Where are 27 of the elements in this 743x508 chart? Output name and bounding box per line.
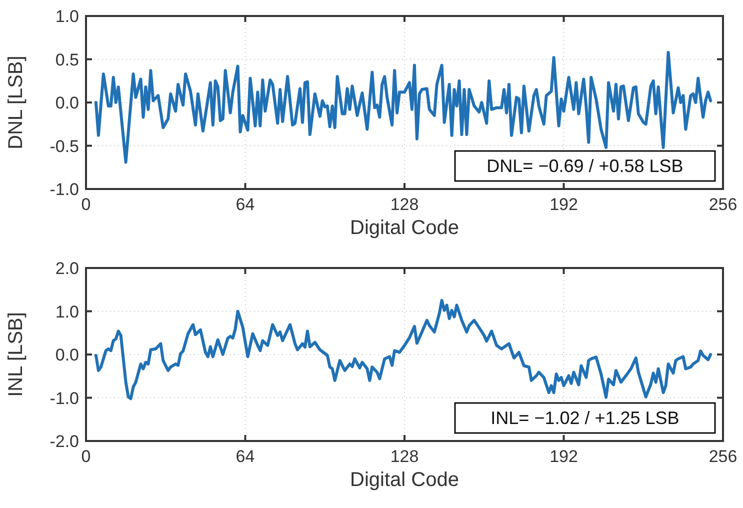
y-axis-title: INL [LSB] <box>5 312 27 397</box>
y-tick-label: 1.0 <box>55 302 79 322</box>
x-tick-label: 0 <box>81 195 91 214</box>
y-tick-label: 0.0 <box>55 94 79 112</box>
y-tick-label: -2.0 <box>50 432 79 451</box>
y-tick-label: -1.0 <box>50 388 79 408</box>
x-tick-label: 64 <box>236 447 255 466</box>
y-tick-label: 1.0 <box>55 7 79 26</box>
x-axis-title: Digital Code <box>350 217 459 239</box>
x-tick-label: 64 <box>236 195 255 214</box>
x-tick-label: 192 <box>550 195 578 214</box>
y-tick-label: -1.0 <box>50 180 79 199</box>
y-tick-label: 2.0 <box>55 259 79 278</box>
annotation: DNL= −0.69 / +0.58 LSB <box>486 156 684 176</box>
line-series <box>94 298 712 400</box>
x-tick-label: 192 <box>550 447 578 466</box>
y-tick-label: -0.5 <box>50 136 79 156</box>
x-tick-label: 0 <box>81 447 91 466</box>
x-tick-label: 256 <box>708 195 738 214</box>
y-axis-title: DNL [LSB] <box>5 56 27 150</box>
y-tick-label: 0.5 <box>55 50 79 70</box>
x-tick-label: 128 <box>390 195 419 214</box>
annotation: INL= −1.02 / +1.25 LSB <box>490 408 680 428</box>
x-tick-label: 128 <box>390 447 419 466</box>
y-tick-label: 0.0 <box>55 346 79 364</box>
x-axis-title: Digital Code <box>350 469 459 491</box>
x-tick-label: 256 <box>708 447 738 466</box>
